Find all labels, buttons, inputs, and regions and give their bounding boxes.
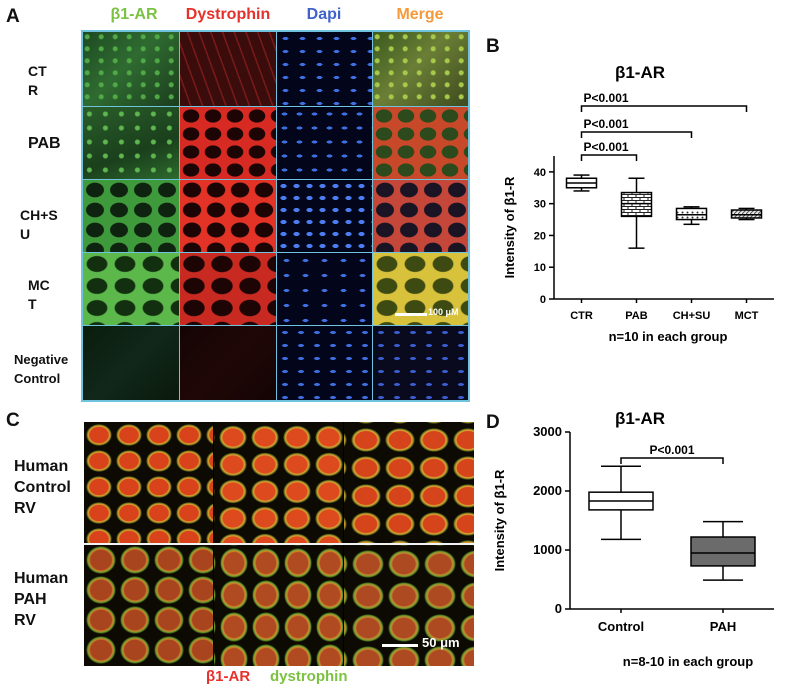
micrograph-pah-1	[84, 545, 213, 666]
scalebar-a	[395, 313, 427, 316]
header-merge: Merge	[396, 6, 444, 23]
micrograph-pab-dystrophin	[180, 107, 276, 179]
micrograph-grid-c: 50 μm	[84, 422, 474, 666]
micrograph-mct-b1ar	[83, 253, 179, 325]
y-tick-label: 2000	[533, 483, 562, 498]
x-tick-label: CH+SU	[673, 310, 711, 322]
chart-title: β1-AR	[615, 409, 665, 428]
y-tick-label: 40	[534, 167, 546, 179]
micrograph-ctr-dystrophin	[180, 32, 276, 106]
y-tick-label: 30	[534, 199, 546, 211]
row-label-human-control: Human Control RV	[14, 458, 71, 517]
micrograph-control-3	[344, 422, 474, 543]
x-tick-label: PAB	[625, 310, 647, 322]
micrograph-chsu-dapi	[277, 180, 372, 252]
row-label-human-pah: Human PAH RV	[14, 570, 69, 629]
p-value-label: P<0.001	[584, 91, 629, 105]
significance-bracket	[580, 154, 638, 161]
micrograph-grid-a: 100 μM	[81, 30, 470, 402]
x-tick-label: MCT	[735, 310, 759, 322]
micrograph-ctr-dapi	[277, 32, 372, 106]
p-value-label: P<0.001	[649, 443, 694, 457]
chart-b: β1-AR 0 10 20 30 40 Intensity of β1-R CTR PAB CH+…	[502, 63, 774, 344]
x-axis-label: n=8-10 in each group	[623, 654, 753, 669]
box-mct	[730, 209, 763, 219]
legend-dystrophin: dystrophin	[270, 668, 348, 685]
y-tick-label: 3000	[533, 424, 562, 439]
header-b1ar: β1-AR	[110, 6, 158, 23]
micrograph-neg-merge	[373, 326, 468, 400]
row-label-ctr: CT R	[28, 63, 47, 98]
chart-d: β1-AR 0 1000 2000 3000 Intensity of β1-R Contr…	[492, 409, 774, 669]
box-ch-su	[675, 207, 708, 221]
row-label-negative-control: Negative Control	[14, 352, 69, 386]
significance-bracket	[620, 457, 724, 464]
row-label-mct: MC T	[28, 277, 50, 312]
micrograph-mct-dystrophin	[180, 253, 276, 325]
significance-bracket	[580, 105, 748, 112]
header-dystrophin: Dystrophin	[185, 6, 271, 23]
micrograph-pab-b1ar	[83, 107, 179, 179]
y-axis-label: Intensity of β1-R	[502, 176, 517, 278]
micrograph-control-1	[84, 422, 213, 543]
legend-b1ar: β1-AR	[206, 668, 251, 685]
x-tick-label: PAH	[710, 619, 736, 634]
y-axis-label: Intensity of β1-R	[492, 469, 507, 571]
micrograph-pah-2	[214, 545, 343, 666]
micrograph-chsu-b1ar	[83, 180, 179, 252]
y-tick-label: 20	[534, 230, 546, 242]
chart-title: β1-AR	[615, 63, 665, 82]
micrograph-neg-dapi	[277, 326, 372, 400]
scalebar-c	[382, 644, 418, 647]
micrograph-pah-3: 50 μm	[344, 545, 474, 666]
micrograph-neg-b1ar	[83, 326, 179, 400]
panel-d-letter: D	[486, 412, 500, 433]
micrograph-mct-dapi	[277, 253, 372, 325]
y-tick-label: 0	[555, 601, 562, 616]
micrograph-ctr-b1ar	[83, 32, 179, 106]
x-tick-label: Control	[598, 619, 644, 634]
x-axis-label: n=10 in each group	[609, 329, 728, 344]
micrograph-pab-dapi	[277, 107, 372, 179]
row-label-chsu: CH+S U	[20, 207, 58, 242]
y-tick-label: 1000	[533, 542, 562, 557]
micrograph-mct-merge: 100 μM	[373, 253, 468, 325]
micrograph-pab-merge	[373, 107, 468, 179]
scalebar-a-label: 100 μM	[428, 307, 459, 317]
scalebar-c-label: 50 μm	[422, 635, 460, 650]
panel-c-letter: C	[6, 410, 20, 431]
panel-a-letter: A	[6, 6, 20, 27]
micrograph-control-2	[214, 422, 343, 543]
p-value-label: P<0.001	[584, 140, 629, 154]
micrograph-ctr-merge	[373, 32, 468, 106]
p-value-label: P<0.001	[584, 117, 629, 131]
x-tick-label: CTR	[570, 310, 593, 322]
micrograph-chsu-merge	[373, 180, 468, 252]
panel-b-letter: B	[486, 36, 500, 57]
micrograph-chsu-dystrophin	[180, 180, 276, 252]
row-label-pab: PAB	[28, 135, 61, 152]
header-dapi: Dapi	[306, 6, 342, 23]
box-pab	[620, 191, 653, 218]
significance-bracket	[580, 131, 693, 138]
box-pah	[690, 536, 756, 567]
y-tick-label: 10	[534, 262, 546, 274]
micrograph-neg-dystrophin	[180, 326, 276, 400]
y-tick-label: 0	[540, 294, 546, 306]
